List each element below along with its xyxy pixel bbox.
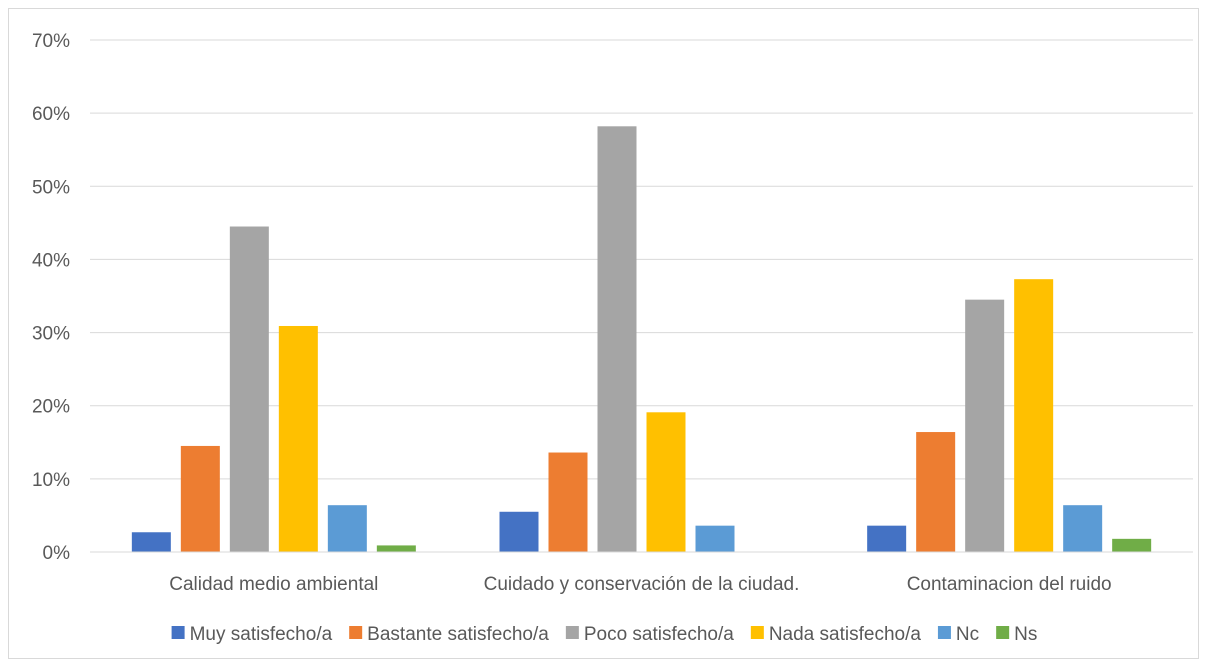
bar-nc-2 [1063,505,1103,552]
bar-nc-1 [695,525,735,552]
y-tick-label: 0% [43,543,71,564]
bar-ns-2 [1112,538,1152,552]
bar-nc-0 [327,505,367,552]
bar-muy-satisfecho-a-2 [867,525,907,552]
legend-label: Ns [1014,624,1037,645]
legend-swatch [996,626,1010,639]
legend-label: Poco satisfecho/a [584,624,734,645]
legend: Muy satisfecho/a Bastante satisfecho/a Poc… [171,624,1037,645]
y-axis-ticks: 0% 10% 20% 30% 40% 50% 60% 70% [32,31,70,564]
bar-ns-0 [376,545,416,552]
bar-poco-satisfecho-a-1 [597,126,637,553]
bar-nada-satisfecho-a-0 [278,325,318,552]
bar-bastante-satisfecho-a-0 [180,445,220,552]
y-tick-label: 60% [32,104,70,125]
legend-swatch [349,626,363,639]
x-axis: Calidad medio ambiental Cuidado y conserv… [90,551,1193,595]
y-tick-label: 70% [32,31,70,52]
y-tick-label: 20% [32,397,70,418]
legend-label: Bastante satisfecho/a [367,624,549,645]
x-category-label: Cuidado y conservación de la ciudad. [484,574,800,595]
y-tick-label: 50% [32,177,70,198]
bar-bastante-satisfecho-a-1 [548,452,588,552]
y-tick-label: 30% [32,324,70,345]
legend-swatch [565,626,579,639]
legend-swatch [750,626,764,639]
bar-nada-satisfecho-a-1 [646,412,686,552]
x-category-label: Calidad medio ambiental [169,574,378,595]
bar-poco-satisfecho-a-2 [965,299,1005,552]
x-category-label: Contaminacion del ruido [907,574,1112,595]
legend-label: Nada satisfecho/a [769,624,922,645]
bar-muy-satisfecho-a-0 [131,532,171,552]
bars [131,126,1152,553]
legend-swatch [937,626,951,639]
y-tick-label: 40% [32,250,70,271]
legend-label: Muy satisfecho/a [190,624,333,645]
legend-swatch [171,626,185,639]
legend-label: Nc [956,624,979,645]
bar-muy-satisfecho-a-1 [499,511,539,552]
y-tick-label: 10% [32,470,70,491]
bar-poco-satisfecho-a-0 [229,226,269,552]
bar-bastante-satisfecho-a-2 [916,432,956,552]
bar-nada-satisfecho-a-2 [1014,279,1054,552]
